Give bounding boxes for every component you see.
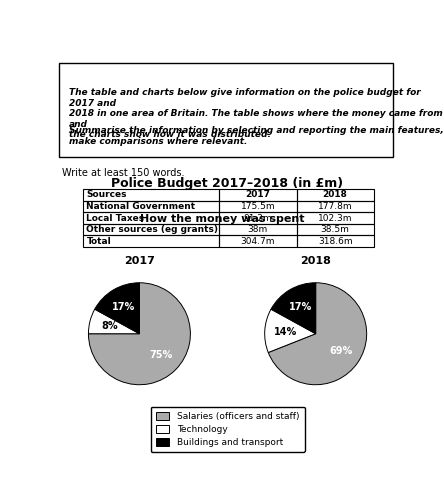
Text: 8%: 8%	[102, 321, 118, 331]
Legend: Salaries (officers and staff), Technology, Buildings and transport: Salaries (officers and staff), Technolog…	[151, 406, 305, 452]
Text: Local Taxes: Local Taxes	[87, 213, 145, 222]
Wedge shape	[88, 283, 190, 385]
Wedge shape	[88, 309, 139, 334]
Text: Total: Total	[87, 236, 111, 245]
Text: 75%: 75%	[150, 351, 173, 360]
Text: 17%: 17%	[112, 302, 135, 312]
Text: 102.3m: 102.3m	[318, 213, 353, 222]
Text: 2017: 2017	[246, 191, 270, 200]
Text: 91.2m: 91.2m	[243, 213, 272, 222]
Wedge shape	[265, 309, 316, 353]
Text: 2018: 2018	[323, 191, 348, 200]
Title: 2017: 2017	[124, 257, 155, 267]
Text: Other sources (eg grants): Other sources (eg grants)	[87, 225, 218, 234]
Text: 38.5m: 38.5m	[321, 225, 349, 234]
Text: Sources: Sources	[87, 191, 127, 200]
Text: 175.5m: 175.5m	[241, 202, 275, 211]
Text: 177.8m: 177.8m	[318, 202, 353, 211]
Wedge shape	[95, 283, 139, 334]
Title: 2018: 2018	[300, 257, 331, 267]
Text: 17%: 17%	[289, 302, 312, 312]
Text: Write at least 150 words.: Write at least 150 words.	[62, 168, 185, 178]
Text: National Government: National Government	[87, 202, 196, 211]
Text: Police Budget 2017–2018 (in £m): Police Budget 2017–2018 (in £m)	[111, 177, 344, 190]
Text: 14%: 14%	[274, 327, 297, 337]
Text: Summarise the information by selecting and reporting the main features, and
make: Summarise the information by selecting a…	[69, 126, 444, 146]
Text: 304.7m: 304.7m	[241, 236, 275, 245]
Wedge shape	[268, 283, 367, 385]
Wedge shape	[271, 283, 316, 334]
FancyBboxPatch shape	[59, 63, 392, 156]
Text: How the money was spent: How the money was spent	[140, 214, 304, 224]
Text: 69%: 69%	[329, 346, 353, 356]
Text: 318.6m: 318.6m	[318, 236, 353, 245]
Text: 38m: 38m	[248, 225, 268, 234]
Text: The table and charts below give information on the police budget for 2017 and
20: The table and charts below give informat…	[69, 89, 443, 139]
